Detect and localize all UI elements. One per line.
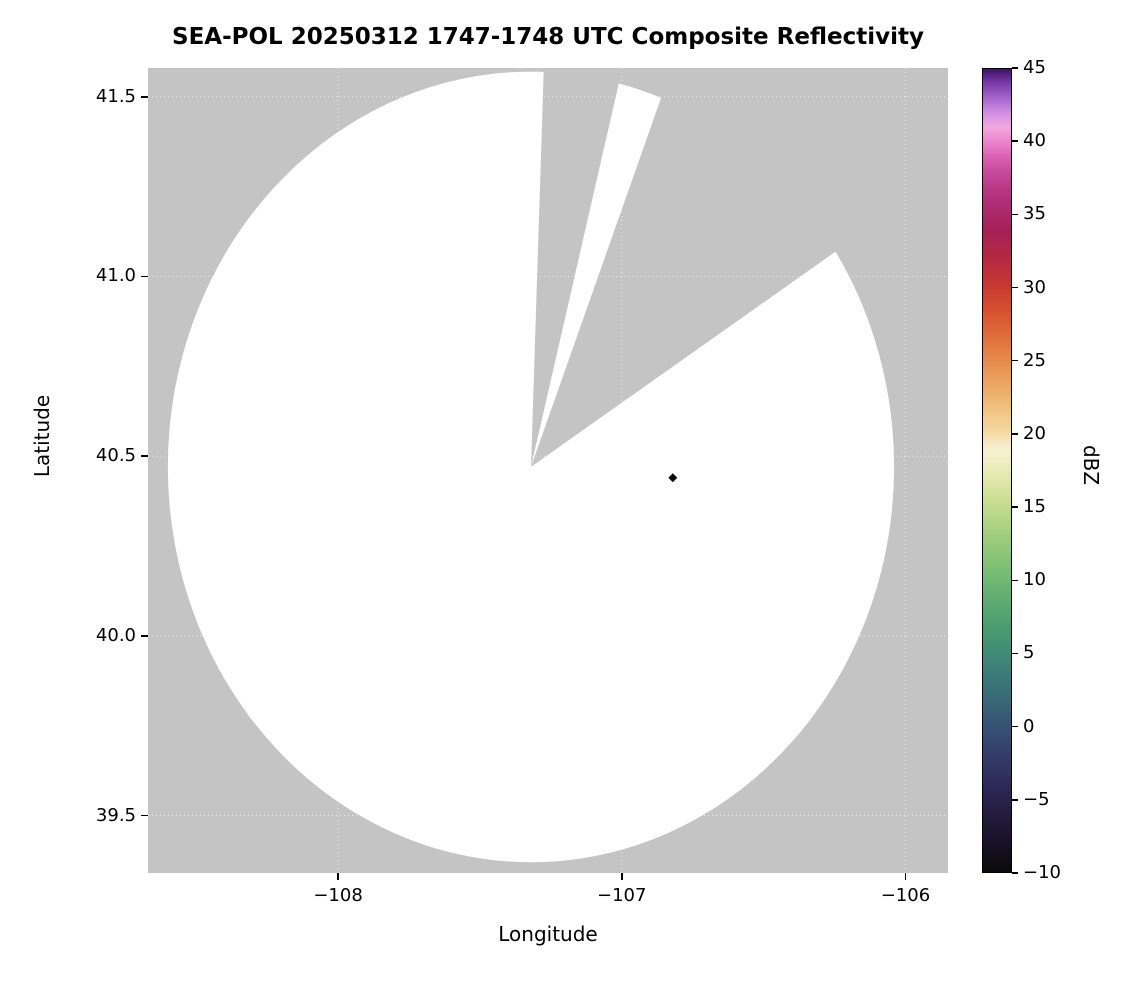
colorbar-tick-label: 25: [1023, 349, 1046, 371]
x-tick-mark: [337, 873, 339, 880]
blocked-sector: [531, 68, 948, 467]
colorbar-tick-mark: [1012, 433, 1018, 435]
blocked-sector: [531, 68, 623, 467]
colorbar-tick-mark: [1012, 725, 1018, 728]
plot-area: [148, 68, 948, 873]
colorbar-tick-mark: [1012, 67, 1018, 69]
colorbar-tick-label: 20: [1023, 422, 1046, 444]
y-tick-label: 41.5: [95, 85, 136, 107]
y-tick-label: 40.5: [95, 445, 136, 467]
colorbar-tick-label: 35: [1023, 203, 1046, 225]
colorbar-tick-label: −10: [1023, 862, 1061, 883]
colorbar-tick-label: 10: [1023, 569, 1046, 591]
y-tick-mark: [141, 455, 148, 457]
colorbar-tick-mark: [1012, 140, 1018, 142]
colorbar-tick-mark: [1012, 579, 1018, 582]
colorbar-tick-mark: [1012, 213, 1018, 216]
x-tick-mark: [904, 873, 907, 880]
colorbar-label: dBZ: [1079, 444, 1103, 486]
x-tick-label: −106: [880, 885, 931, 906]
colorbar-tick-mark: [1012, 286, 1018, 289]
y-tick-label: 39.5: [95, 804, 136, 826]
echo-marker-diamond: [668, 473, 678, 483]
radar-coverage-map: [148, 68, 948, 873]
x-axis-label: Longitude: [498, 922, 598, 946]
y-tick-label: 40.0: [95, 624, 136, 646]
colorbar-tick-label: 40: [1023, 130, 1046, 152]
colorbar-tick-label: 5: [1023, 642, 1035, 664]
colorbar-tick-mark: [1012, 359, 1018, 362]
colorbar-tick-mark: [1012, 872, 1018, 874]
chart-title: SEA-POL 20250312 1747-1748 UTC Composite…: [172, 24, 924, 50]
y-tick-mark: [141, 96, 148, 98]
colorbar-tick-label: 45: [1023, 57, 1046, 78]
x-tick-label: −108: [313, 885, 363, 906]
colorbar-tick-mark: [1012, 652, 1018, 655]
colorbar-tick-label: 15: [1023, 496, 1046, 518]
y-axis-label: Latitude: [30, 394, 54, 478]
colorbar-tick-mark: [1012, 799, 1018, 801]
y-tick-label: 41.0: [95, 265, 136, 287]
colorbar-tick-label: 0: [1023, 715, 1035, 737]
colorbar-tick-mark: [1012, 506, 1018, 508]
colorbar: [982, 68, 1012, 873]
y-tick-mark: [141, 814, 148, 817]
y-tick-mark: [141, 275, 148, 278]
colorbar-tick-label: 30: [1023, 276, 1046, 298]
colorbar-tick-label: −5: [1023, 788, 1050, 810]
x-tick-mark: [621, 873, 623, 880]
y-tick-mark: [141, 635, 148, 637]
x-tick-label: −107: [597, 885, 647, 906]
